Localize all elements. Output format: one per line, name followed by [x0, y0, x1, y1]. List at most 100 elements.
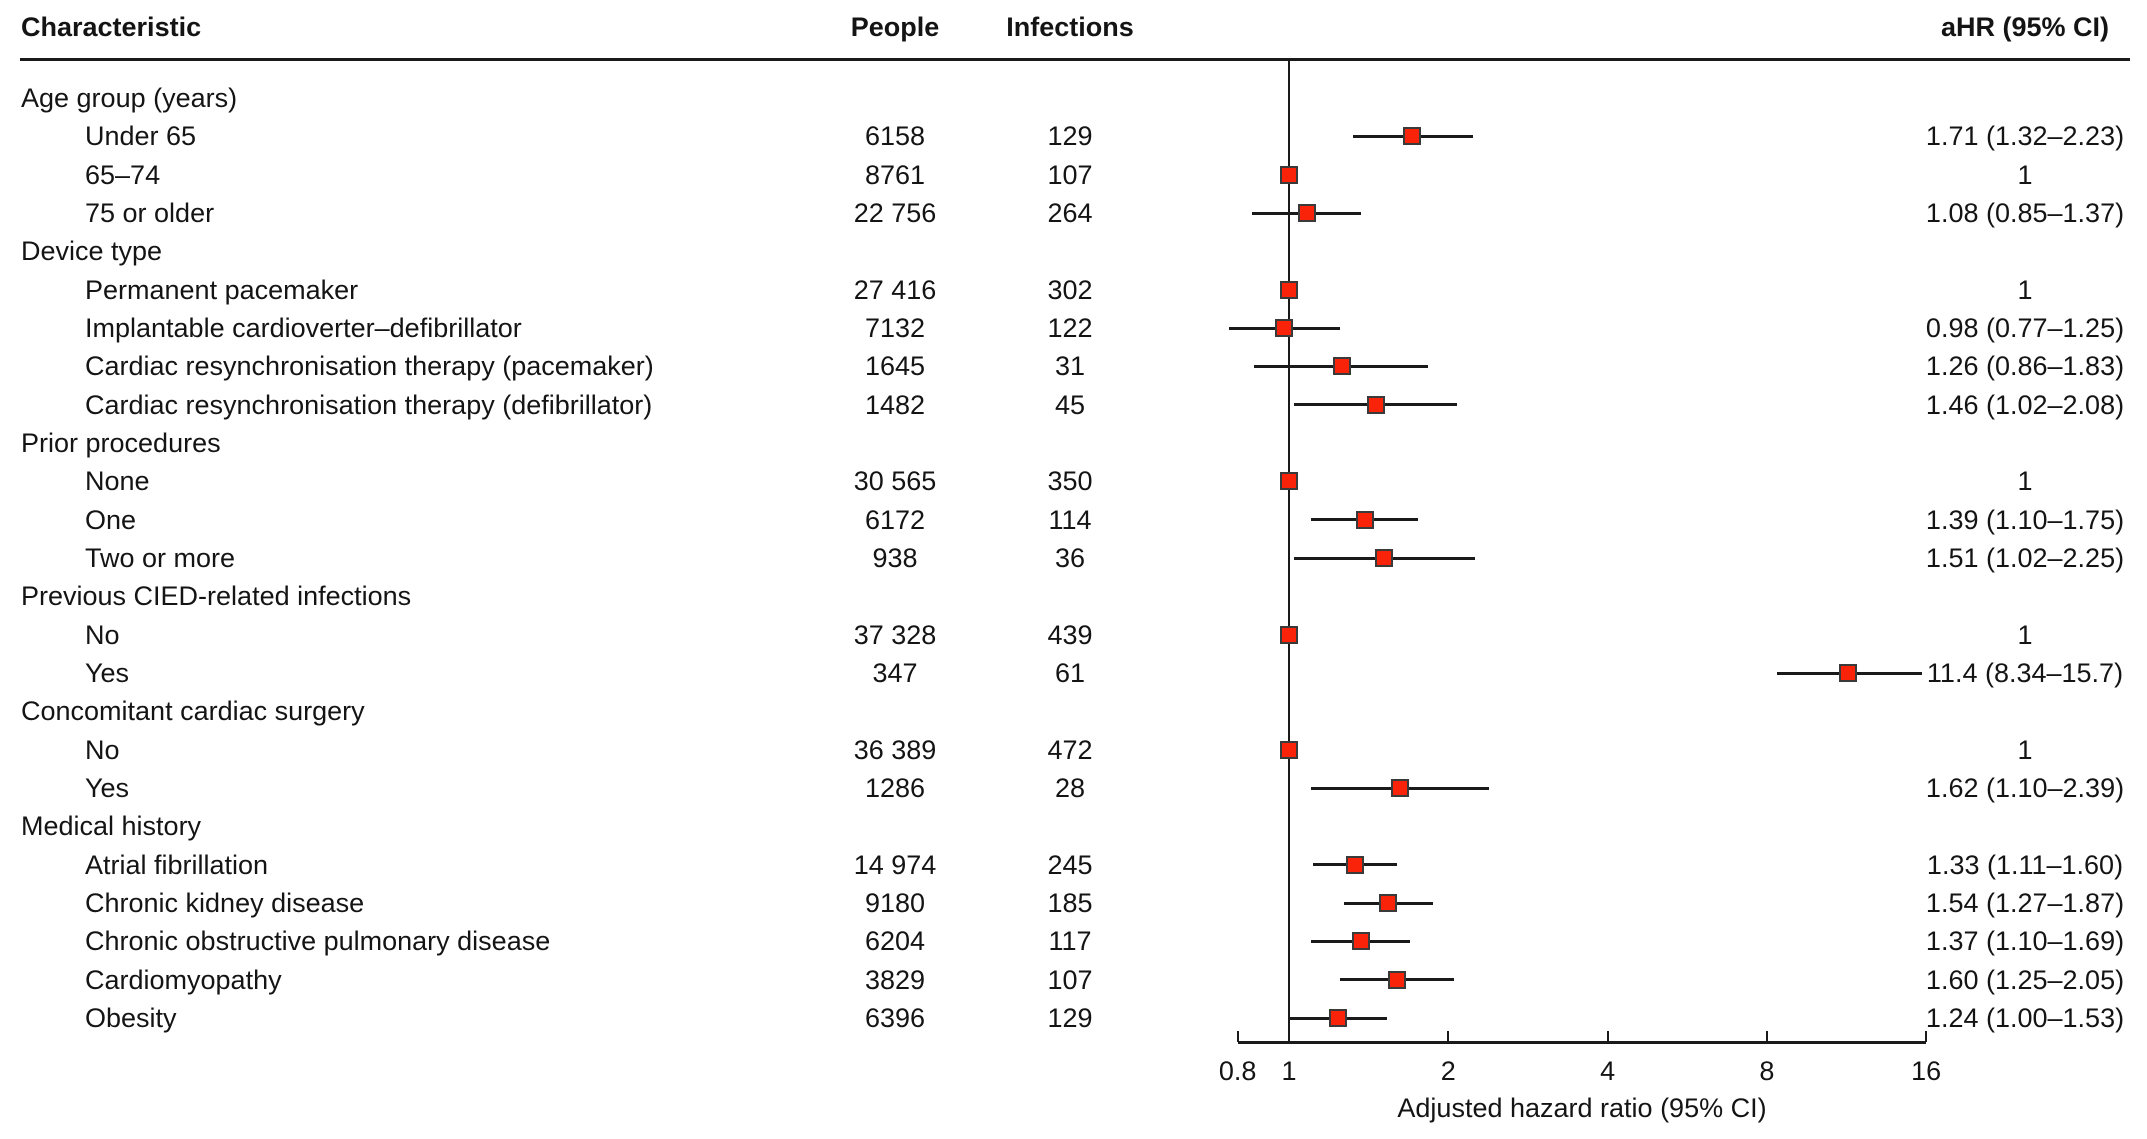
people-value: 3829 [864, 964, 926, 995]
ahr-value: 1 [2017, 619, 2033, 650]
ahr-value: 1.60 (1.25–2.05) [1925, 964, 2125, 995]
forest-marker [1355, 510, 1374, 529]
infections-value: 31 [1054, 351, 1086, 382]
infections-value: 302 [1047, 274, 1093, 305]
forest-marker [1388, 970, 1406, 989]
header-rule [20, 58, 2130, 61]
ahr-value: 1 [2017, 734, 2033, 765]
infections-value: 350 [1047, 466, 1093, 497]
people-value: 9180 [864, 887, 926, 918]
people-value: 30 565 [853, 466, 937, 497]
people-value: 1482 [864, 389, 926, 420]
people-value: 6396 [864, 1002, 926, 1033]
axis-tick [1288, 1031, 1290, 1042]
people-value: 8761 [864, 159, 926, 190]
row-label: Cardiac resynchronisation therapy (pacem… [85, 351, 654, 382]
forest-marker [1329, 1009, 1348, 1027]
ahr-value: 1 [2017, 274, 2033, 305]
ahr-value: 1.08 (0.85–1.37) [1925, 197, 2125, 228]
infections-value: 245 [1047, 849, 1093, 880]
forest-marker [1297, 204, 1316, 222]
group-label: Age group (years) [21, 83, 238, 113]
group-label: Concomitant cardiac surgery [21, 696, 365, 727]
people-value: 14 974 [853, 849, 937, 880]
ahr-value: 1.62 (1.10–2.39) [1925, 772, 2125, 803]
people-value: 1645 [864, 351, 926, 382]
people-value: 6158 [864, 121, 926, 152]
forest-marker [1345, 855, 1364, 874]
infections-value: 28 [1054, 772, 1086, 803]
ahr-value: 1.26 (0.86–1.83) [1925, 351, 2125, 382]
people-value: 6204 [864, 926, 926, 957]
infections-value: 107 [1047, 964, 1093, 995]
ahr-value: 1.37 (1.10–1.69) [1925, 926, 2125, 957]
group-label: Medical history [21, 811, 202, 842]
row-label: Permanent pacemaker [85, 274, 359, 305]
people-value: 36 389 [853, 734, 937, 765]
forest-marker [1390, 779, 1409, 797]
x-axis-line [1237, 1041, 1927, 1044]
forest-marker [1352, 932, 1371, 951]
ahr-value: 0.98 (0.77–1.25) [1925, 312, 2125, 343]
people-value: 347 [872, 657, 918, 688]
row-label: Under 65 [85, 121, 197, 152]
forest-marker [1839, 664, 1858, 682]
axis-tick-label: 1 [1281, 1056, 1297, 1086]
column-header-infections: Infections [1006, 12, 1134, 42]
infections-value: 107 [1047, 159, 1093, 190]
reference-line [1288, 60, 1290, 1043]
forest-marker [1280, 625, 1298, 644]
infections-value: 264 [1047, 197, 1093, 228]
ahr-value: 1.39 (1.10–1.75) [1925, 504, 2125, 535]
forest-marker [1379, 894, 1398, 912]
forest-marker [1280, 165, 1298, 184]
ahr-value: 1.51 (1.02–2.25) [1925, 542, 2125, 573]
axis-tick [1236, 1031, 1239, 1042]
infections-value: 114 [1048, 504, 1092, 535]
row-label: One [85, 504, 137, 535]
row-label: Cardiomyopathy [85, 964, 282, 995]
column-header-characteristic: Characteristic [21, 12, 202, 42]
row-label: 75 or older [85, 197, 215, 228]
forest-marker [1374, 549, 1393, 567]
forest-marker [1280, 472, 1298, 491]
row-label: Implantable cardioverter–defibrillator [85, 312, 522, 343]
row-label: Two or more [85, 542, 236, 573]
axis-tick [1447, 1031, 1450, 1042]
row-label: Cardiac resynchronisation therapy (defib… [85, 389, 653, 420]
x-axis-title: Adjusted hazard ratio (95% CI) [1397, 1093, 1767, 1123]
ahr-value: 1.24 (1.00–1.53) [1925, 1002, 2125, 1033]
column-header-people: People [850, 12, 940, 42]
row-label: Chronic kidney disease [85, 887, 365, 918]
infections-value: 122 [1047, 312, 1093, 343]
axis-tick [1606, 1031, 1609, 1042]
infections-value: 439 [1047, 619, 1093, 650]
infections-value: 36 [1054, 542, 1086, 573]
people-value: 27 416 [853, 274, 937, 305]
axis-tick-label: 8 [1759, 1056, 1775, 1086]
ahr-value: 1 [2017, 466, 2033, 497]
row-label: None [85, 466, 150, 497]
ahr-value: 1.71 (1.32–2.23) [1925, 121, 2125, 152]
people-value: 6172 [864, 504, 926, 535]
ahr-value: 1.46 (1.02–2.08) [1925, 389, 2125, 420]
forest-marker [1275, 319, 1294, 337]
row-label: Atrial fibrillation [85, 849, 269, 880]
infections-value: 129 [1047, 121, 1093, 152]
infections-value: 185 [1047, 887, 1093, 918]
row-label: Yes [85, 657, 130, 688]
row-label: 65–74 [85, 159, 161, 190]
group-label: Prior procedures [21, 427, 221, 458]
axis-tick-label: 16 [1911, 1056, 1942, 1086]
axis-tick-label: 0.8 [1218, 1056, 1257, 1086]
axis-tick-label: 2 [1440, 1056, 1456, 1086]
people-value: 22 756 [853, 197, 937, 228]
infections-value: 61 [1054, 657, 1086, 688]
people-value: 1286 [864, 772, 926, 803]
infections-value: 117 [1048, 926, 1092, 957]
infections-value: 45 [1054, 389, 1086, 420]
column-header-ahr: aHR (95% CI) [1940, 12, 2110, 42]
people-value: 7132 [864, 312, 926, 343]
axis-tick [1925, 1031, 1928, 1042]
